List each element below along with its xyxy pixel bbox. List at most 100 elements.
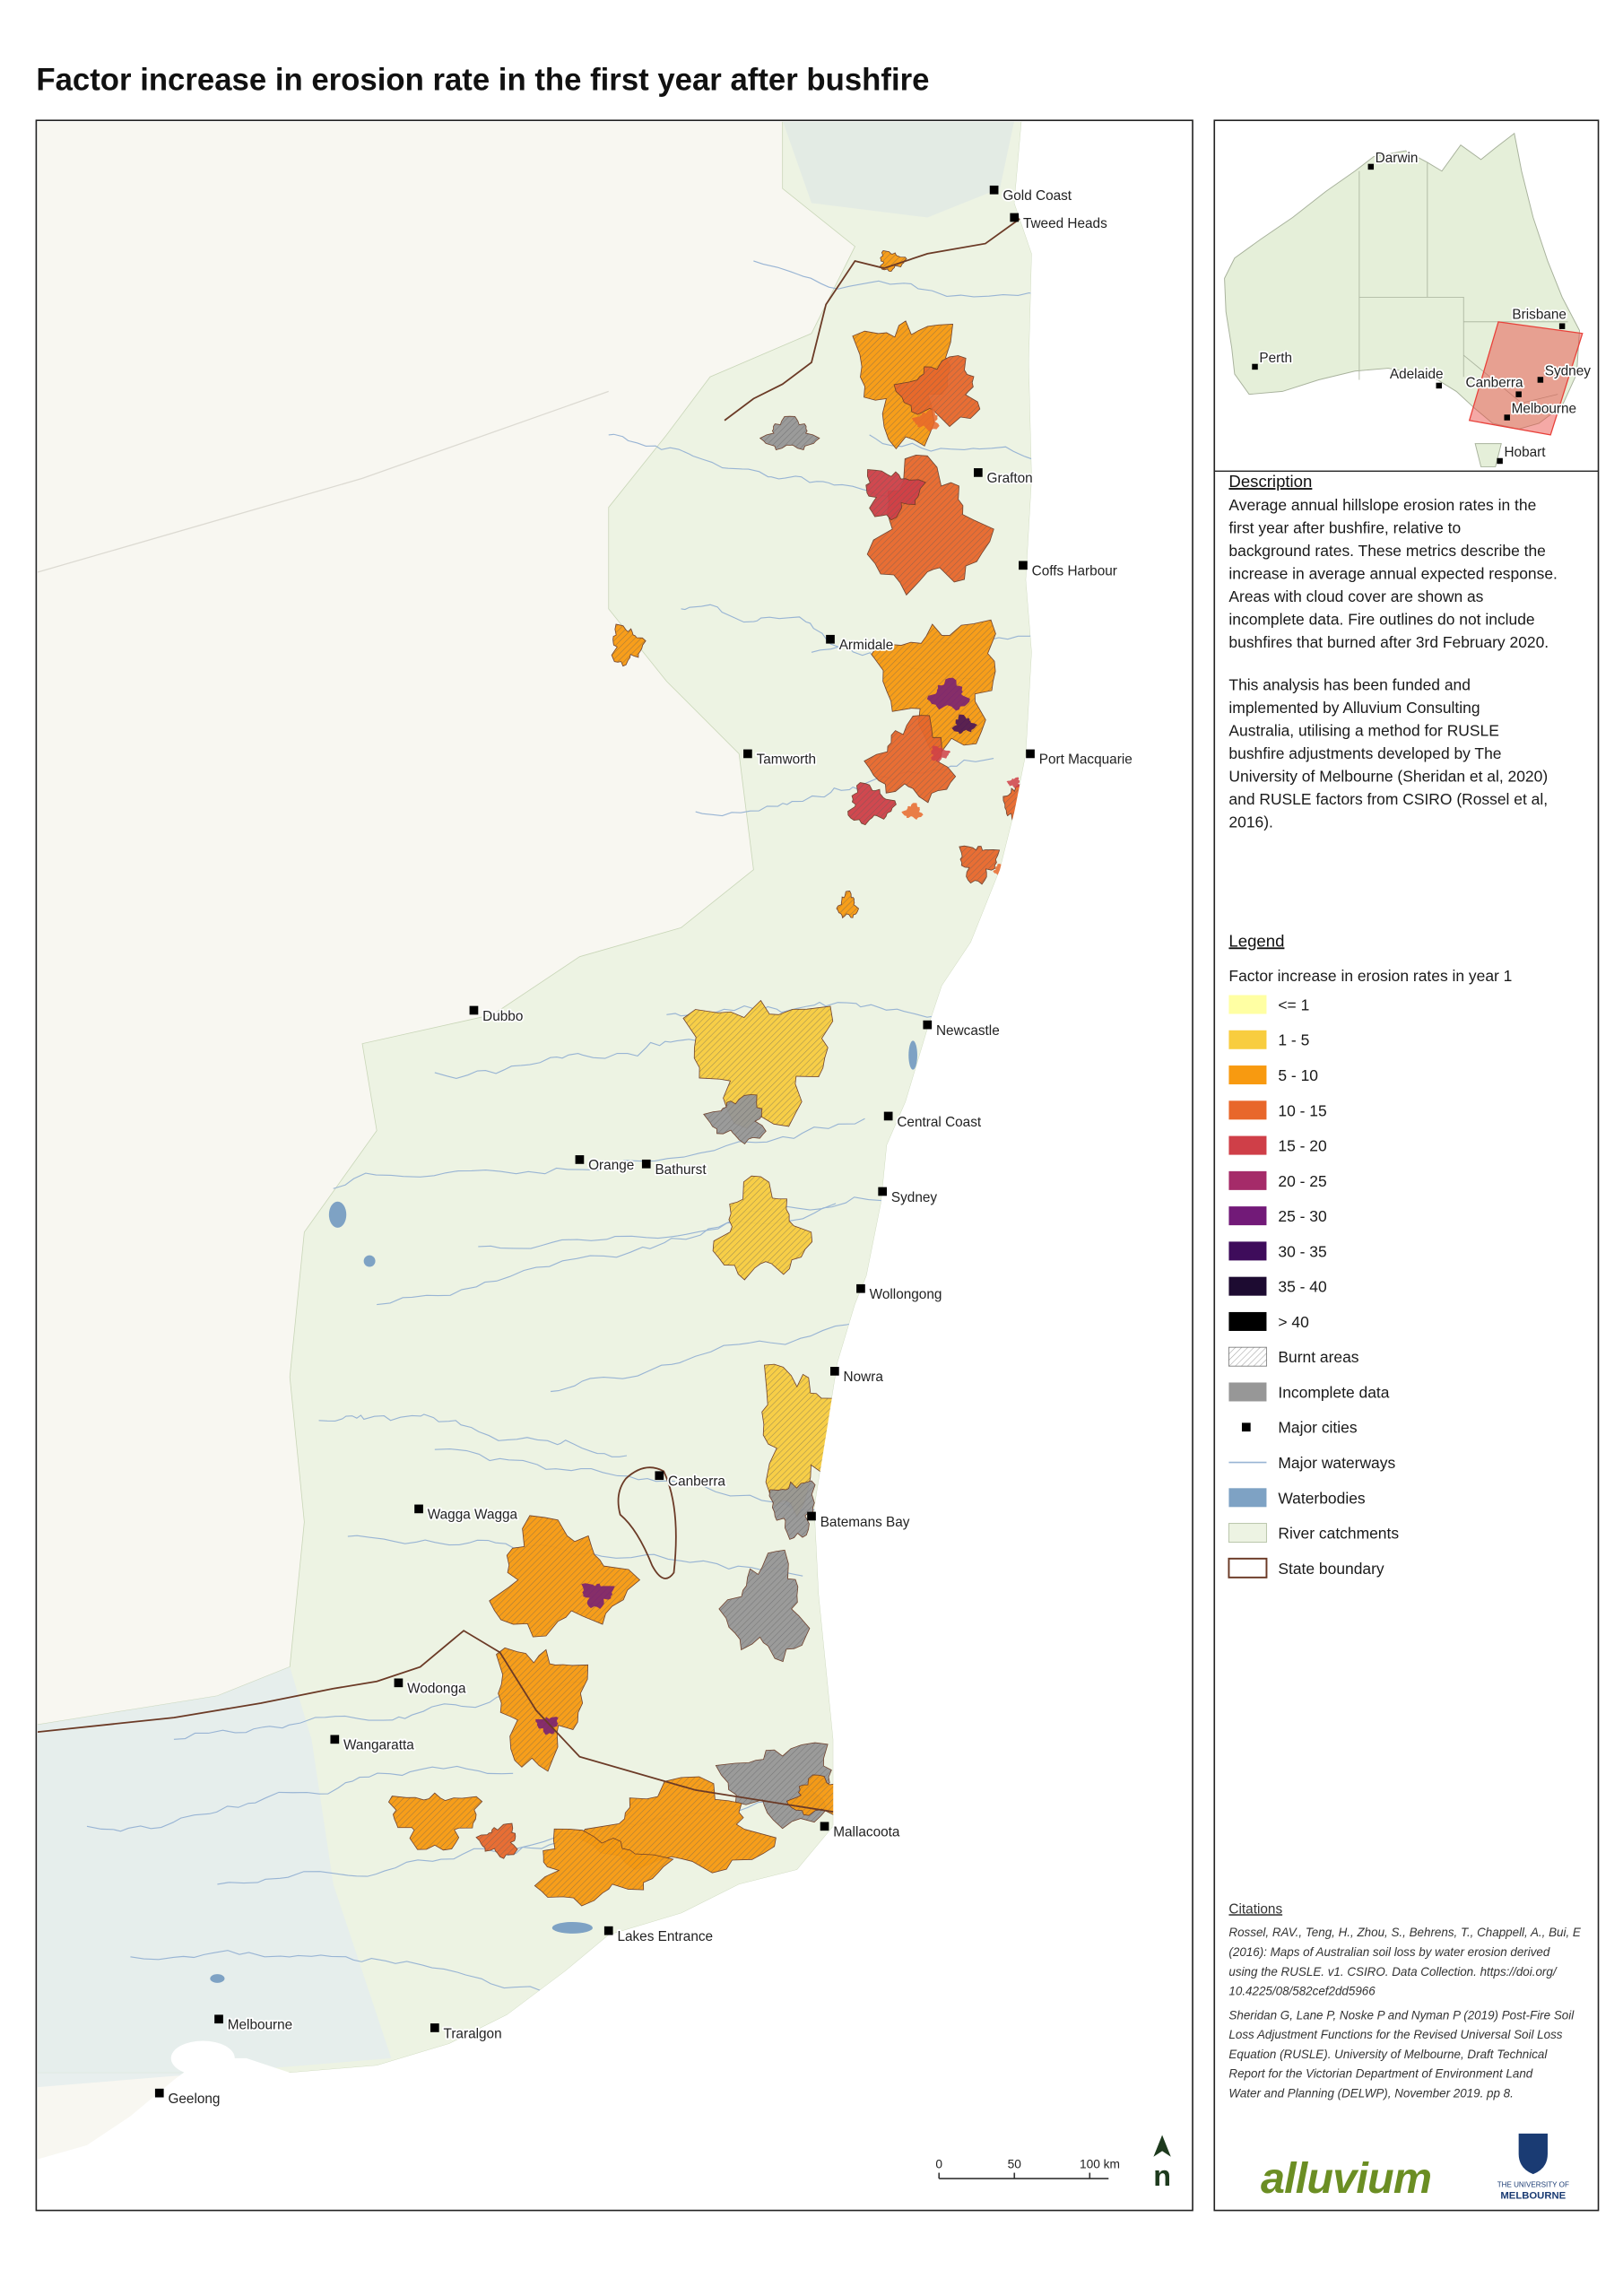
city-marker [330, 1735, 340, 1744]
state-boundary [38, 1630, 834, 1813]
description-line: incomplete data. Fire outlines do not in… [1228, 611, 1534, 629]
description-line: background rates. These metrics describe… [1228, 542, 1545, 560]
citation-line: Report for the Victorian Department of E… [1228, 2067, 1532, 2081]
citation-line: Water and Planning (DELWP), November 201… [1228, 2087, 1513, 2100]
citation-line: Equation (RUSLE). University of Melbourn… [1228, 2048, 1548, 2061]
inset-city-marker [1537, 377, 1544, 383]
legend-symbol [1228, 1488, 1267, 1508]
city-marker [430, 2023, 439, 2032]
city-marker [807, 1511, 816, 1521]
legend-symbol [1228, 1276, 1267, 1296]
city-label: Bathurst [655, 1162, 707, 1178]
university-logo: THE UNIVERSITY OF MELBOURNE [1497, 2133, 1569, 2202]
scale-bar: 0 50 100 km [935, 2158, 1120, 2179]
waterbody [363, 1255, 376, 1267]
legend-symbol [1228, 1206, 1267, 1226]
waterbody [328, 1201, 347, 1228]
inset-city-label: Canberra [1466, 376, 1523, 391]
city-label: Canberra [668, 1474, 725, 1490]
inset-city-label: Melbourne [1512, 402, 1577, 417]
city-label: Sydney [891, 1190, 938, 1205]
inset-city-marker [1436, 382, 1442, 389]
ocean [38, 121, 1192, 2209]
legend-symbol [1228, 1170, 1267, 1190]
description-line: Average annual hillslope erosion rates i… [1228, 496, 1536, 514]
waterway [86, 1765, 514, 1832]
victoria-catchments [38, 1666, 392, 2088]
fire-areas [387, 250, 1023, 1907]
citation-line: Loss Adjustment Functions for the Revise… [1228, 2028, 1562, 2041]
severe-spot [535, 1717, 559, 1735]
inset-city-label: Perth [1259, 351, 1292, 366]
city-label: Armidale [839, 638, 894, 653]
queensland-catchments [783, 121, 1014, 218]
citation-line: Rossel, RAV., Teng, H., Zhou, S., Behren… [1228, 1926, 1582, 1939]
legend-label: 20 - 25 [1278, 1172, 1326, 1190]
city-marker [214, 2014, 223, 2024]
inset-city-marker [1252, 363, 1258, 370]
legend-label: 25 - 30 [1278, 1207, 1327, 1225]
waterway [130, 1950, 600, 1996]
description-line: 2016). [1228, 813, 1272, 831]
city-label: Tweed Heads [1023, 216, 1107, 231]
state-boundary [724, 216, 1022, 422]
legend-symbol [1228, 1557, 1268, 1578]
legend-label: Burnt areas [1278, 1348, 1358, 1366]
city-label: Mallacoota [833, 1825, 900, 1840]
inset-map: Darwin Brisbane Perth Adelaide Canberra Sydne… [1224, 132, 1593, 467]
city-marker [989, 185, 999, 195]
description-line: first year after bushfire, relative to [1228, 518, 1461, 536]
burnt-hatch [864, 715, 956, 803]
legend: <= 1 1 - 5 5 - 10 10 - 15 15 - 20 20 - 25 25 -… [1228, 995, 1399, 1578]
city-label: Wollongong [870, 1287, 942, 1302]
cities: Gold Coast Tweed Heads Grafton Coffs Harbou… [154, 185, 1134, 2109]
scale-label: 0 [935, 2158, 942, 2171]
burnt-hatch [959, 846, 1000, 884]
burnt-hatch [759, 416, 820, 450]
city-marker [154, 2088, 164, 2098]
inset-city-marker [1504, 414, 1510, 421]
title: Factor increase in erosion rate in the f… [36, 63, 929, 97]
citation-line: Sheridan G, Lane P, Noske P and Nyman P … [1228, 2008, 1575, 2022]
legend-symbol [1228, 1030, 1267, 1049]
legend-label: 15 - 20 [1278, 1137, 1327, 1155]
burnt-hatch [761, 1364, 846, 1518]
scale-label: 50 [1008, 2158, 1022, 2171]
waterway [333, 1118, 865, 1189]
map-frame [35, 119, 1193, 2212]
city-label: Gold Coast [1002, 188, 1072, 204]
burnt-hatch [713, 1176, 812, 1281]
severe-spot [951, 714, 978, 735]
city-marker [856, 1283, 865, 1293]
description-line: increase in average annual expected resp… [1228, 565, 1557, 583]
legend-label: 30 - 35 [1278, 1242, 1326, 1260]
burnt-hatch [682, 1000, 833, 1129]
burnt-hatch [880, 250, 907, 272]
legend-label: <= 1 [1278, 996, 1309, 1013]
city-label: Traralgon [444, 2026, 502, 2041]
inset-city-label: Sydney [1545, 364, 1592, 379]
severe-spot [931, 745, 950, 762]
description-line: and RUSLE factors from CSIRO (Rossel et … [1228, 790, 1548, 808]
description-line: bushfire adjustments developed by The [1228, 744, 1501, 762]
port-phillip [170, 2040, 235, 2076]
city-marker [603, 1926, 613, 1935]
inset-city-marker [1558, 323, 1566, 329]
city-marker [820, 1822, 829, 1831]
legend-symbol [1228, 1347, 1267, 1367]
north-label: n [1153, 2160, 1171, 2192]
legend-label: Major cities [1278, 1419, 1357, 1437]
city-label: Newcastle [936, 1023, 1000, 1039]
scale-label: 100 km [1080, 2158, 1120, 2171]
severe-spot [581, 1583, 615, 1609]
burnt-hatch [496, 1648, 588, 1771]
burnt-hatch [865, 469, 926, 520]
burnt-hatch [579, 1777, 777, 1874]
legend-label: 1 - 5 [1278, 1031, 1309, 1049]
description-heading: Description [1228, 472, 1312, 491]
city-marker [1019, 561, 1028, 570]
legend-symbol [1241, 1422, 1251, 1432]
city-marker [1010, 213, 1020, 222]
